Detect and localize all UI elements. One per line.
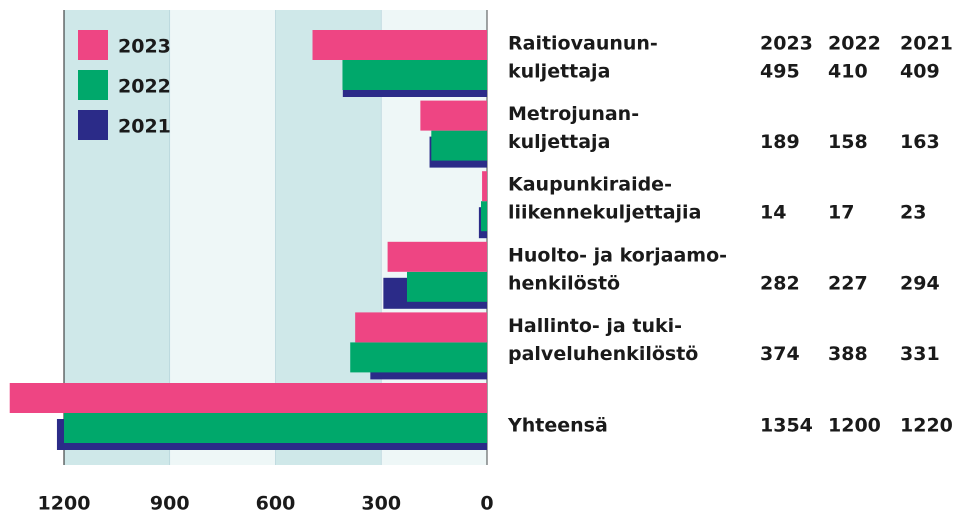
value-label: 294 [900,272,940,294]
category-label: Huolto- ja korjaamo- [508,244,727,266]
value-label: 163 [900,131,940,153]
value-label: 1220 [900,415,953,437]
legend-swatch [78,30,108,60]
value-label: 410 [828,61,868,83]
category-label: palveluhenkilöstö [508,343,698,365]
bar [482,171,487,202]
value-label: 14 [760,202,786,224]
bar [350,342,487,373]
bar [387,241,487,272]
value-label: 388 [828,343,868,365]
value-label: 331 [900,343,940,365]
x-tick-label: 300 [361,493,401,515]
legend-label: 2023 [118,36,171,58]
value-label: 495 [760,61,800,83]
bar [312,30,487,60]
legend-label: 2021 [118,116,171,138]
value-label: 23 [900,202,926,224]
category-label: henkilöstö [508,272,620,294]
legend-swatch [78,110,108,140]
value-label: 17 [828,202,854,224]
value-label: 1200 [828,415,881,437]
x-tick-label: 1200 [38,493,91,515]
bar [431,130,487,161]
bar [9,383,488,413]
bar [355,312,487,343]
category-label: Hallinto- ja tuki- [508,315,682,337]
category-label: Metrojunan- [508,103,639,125]
value-label: 1354 [760,415,813,437]
value-label: 227 [828,272,868,294]
legend-swatch [78,70,108,100]
x-tick-label: 900 [150,493,190,515]
x-tick-label: 0 [480,493,493,515]
value-label: 189 [760,131,800,153]
category-label: Yhteensä [507,415,608,437]
value-label: 158 [828,131,868,153]
bar [406,271,487,302]
table-header: 2022 [828,33,881,55]
category-label: kuljettaja [508,61,610,83]
category-label: Kaupunkiraide- [508,174,672,196]
legend-label: 2022 [118,76,171,98]
bar [420,100,487,131]
value-label: 282 [760,272,800,294]
table-header: 2021 [900,33,953,55]
bar [64,413,487,443]
category-label: liikennekuljettajia [508,202,701,224]
bar [342,60,487,90]
bar [481,201,487,232]
table-header: 2023 [760,33,813,55]
value-label: 374 [760,343,800,365]
value-label: 409 [900,61,940,83]
category-label: kuljettaja [508,131,610,153]
category-label: Raitiovaunun- [508,33,658,55]
x-tick-label: 600 [256,493,296,515]
